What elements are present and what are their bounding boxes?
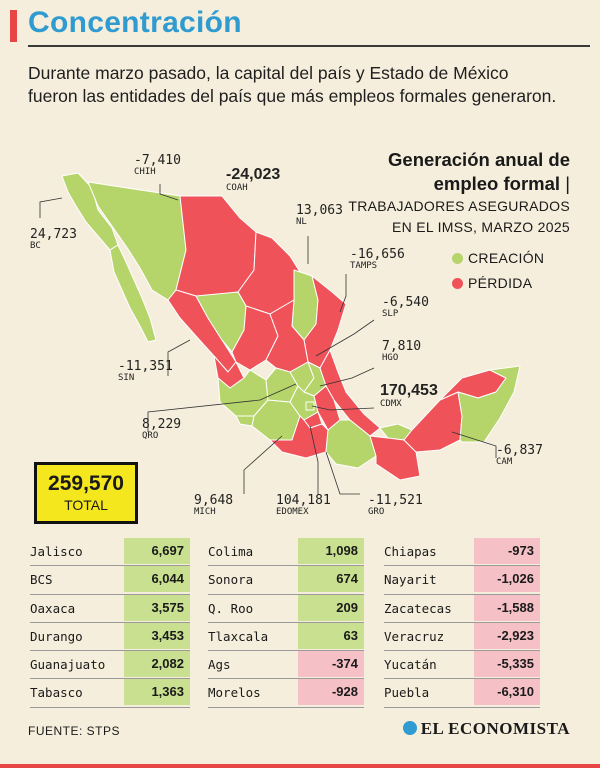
brand-logo: EL ECONOMISTA <box>402 719 570 739</box>
label-edomex: 104,181 EDOMEX <box>276 493 331 518</box>
table-row: Oaxaca 3,575 <box>30 594 190 623</box>
page-title: Concentración <box>28 6 242 39</box>
bottom-accent-bar <box>0 764 600 768</box>
label-slp: -6,540 SLP <box>382 295 429 320</box>
source-note: FUENTE: STPS <box>28 724 121 738</box>
label-mich: 9,648 MICH <box>194 493 234 518</box>
state-chih <box>175 195 257 297</box>
state-bcs <box>109 244 157 343</box>
table-row: Sonora 674 <box>208 566 364 595</box>
table-row: Tlaxcala 63 <box>208 622 364 652</box>
legend-subtitle: TRABAJADORES ASEGURADOS EN EL IMSS, MARZ… <box>348 198 570 235</box>
state-qroo <box>457 365 521 443</box>
table-row: Tabasco 1,363 <box>30 679 190 708</box>
label-cam: -6,837 CAM <box>496 443 543 468</box>
label-sin: -11,351 SIN <box>118 359 173 384</box>
table-row: Nayarit -1,026 <box>384 566 540 595</box>
table-row: BCS 6,044 <box>30 566 190 595</box>
total-value: 259,570 <box>48 472 124 495</box>
total-label: TOTAL <box>64 497 108 513</box>
total-box: 259,570 TOTAL <box>34 462 138 524</box>
state-cdmx <box>305 401 315 411</box>
table-row: Durango 3,453 <box>30 622 190 652</box>
label-hgo: 7,810 HGO <box>382 339 422 364</box>
state-colima <box>235 415 255 427</box>
table-row: Chiapas -973 <box>384 538 540 567</box>
label-qro: 8,229 QRO <box>142 417 182 442</box>
state-gro <box>269 415 329 459</box>
legend-creacion: CREACIÓN <box>452 250 544 266</box>
label-bc: 24,723 BC <box>30 227 77 252</box>
table-col-2: Colima 1,098 Sonora 674 Q. Roo 209 Tlaxcala… <box>208 538 364 708</box>
table-row: Ags -374 <box>208 651 364 680</box>
table-row: Veracruz -2,923 <box>384 622 540 652</box>
title-accent-bar <box>10 10 17 42</box>
brand-mark-icon <box>402 721 417 735</box>
label-coah: -24,023 COAH <box>226 166 281 193</box>
table-row: Morelos -928 <box>208 679 364 708</box>
label-nl: 13,063 NL <box>296 203 343 228</box>
table-row: Puebla -6,310 <box>384 679 540 708</box>
perdida-dot-icon <box>452 278 463 289</box>
label-tamps: -16,656 TAMPS <box>350 247 405 272</box>
table-row: Yucatán -5,335 <box>384 651 540 680</box>
table-row: Guanajuato 2,082 <box>30 651 190 680</box>
title-divider <box>28 45 590 47</box>
label-cdmx: 170,453 CDMX <box>380 382 438 409</box>
state-chis <box>369 435 421 481</box>
table-row: Colima 1,098 <box>208 538 364 567</box>
table-row: Jalisco 6,697 <box>30 538 190 567</box>
table-col-1: Jalisco 6,697 BCS 6,044 Oaxaca 3,575 Durang… <box>30 538 190 708</box>
legend-title: Generación anual de empleo formal | <box>388 149 570 194</box>
table-row: Zacatecas -1,588 <box>384 594 540 623</box>
creacion-dot-icon <box>452 253 463 264</box>
table-row: Q. Roo 209 <box>208 594 364 623</box>
label-gro: -11,521 GRO <box>368 493 423 518</box>
table-col-3: Chiapas -973 Nayarit -1,026 Zacatecas -1,58… <box>384 538 540 708</box>
label-chih: -7,410 CHIH <box>134 153 181 178</box>
intro-text: Durante marzo pasado, la capital del paí… <box>28 63 557 106</box>
legend-perdida: PÉRDIDA <box>452 275 532 291</box>
